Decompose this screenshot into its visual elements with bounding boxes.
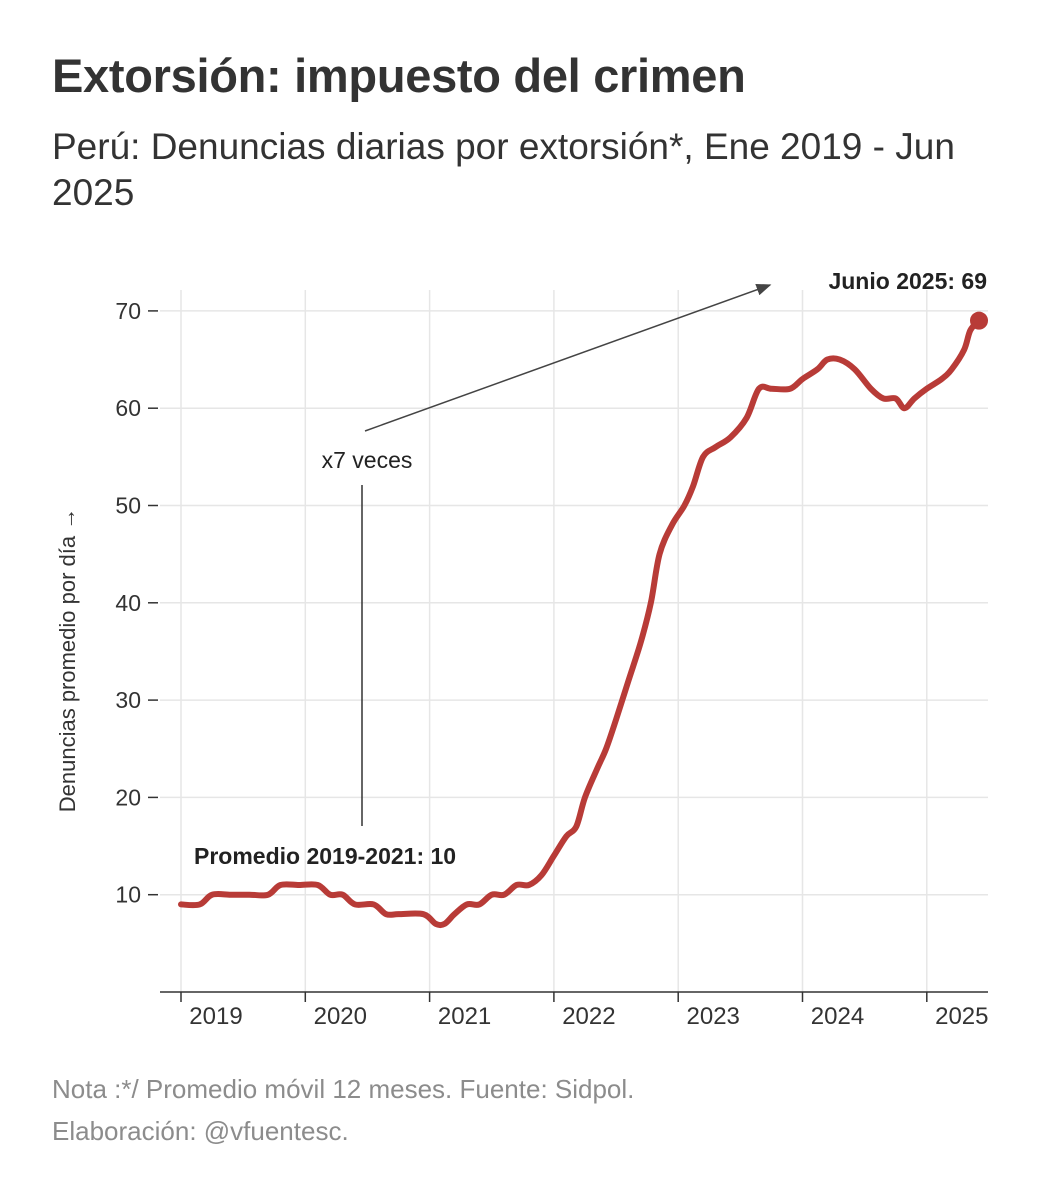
y-tick-label: 10 (115, 882, 141, 908)
gridlines (160, 290, 988, 992)
axes: 10 20 30 40 50 60 70 2019 2020 2021 2022 2023 2024 20… (115, 298, 988, 1030)
annotation-average: Promedio 2019-2021: 10 (194, 843, 456, 869)
series-line (178, 317, 983, 929)
x-tick-label: 2023 (687, 1003, 740, 1030)
annotation-latest: Junio 2025: 69 (828, 268, 987, 294)
annotation-arrow (364, 283, 772, 432)
x-tick-label: 2019 (189, 1003, 242, 1030)
y-tick-label: 20 (115, 784, 141, 810)
note-line-1: Nota :*/ Promedio móvil 12 meses. Fuente… (52, 1074, 635, 1104)
annotation-multiplier: x7 veces (322, 447, 413, 473)
y-tick-label: 70 (115, 298, 141, 324)
y-tick-label: 60 (115, 395, 141, 421)
y-axis-label: Denuncias promedio por día → (55, 508, 80, 813)
series-group (178, 311, 989, 929)
x-tick-label: 2022 (562, 1003, 615, 1030)
x-tick-label: 2025 (935, 1003, 988, 1030)
note-line-2: Elaboración: @vfuentesc. (52, 1116, 349, 1146)
x-tick-label: 2021 (438, 1003, 491, 1030)
latest-point-marker (970, 311, 989, 330)
chart-subtitle: Perú: Denuncias diarias por extorsión*, … (52, 126, 955, 213)
x-tick-label: 2024 (811, 1003, 864, 1030)
y-tick-label: 30 (115, 687, 141, 713)
chart-title: Extorsión: impuesto del crimen (52, 49, 746, 102)
source-note: Nota :*/ Promedio móvil 12 meses. Fuente… (52, 1068, 634, 1152)
y-tick-label: 50 (115, 493, 141, 519)
x-tick-label: 2020 (314, 1003, 367, 1030)
y-tick-label: 40 (115, 590, 141, 616)
